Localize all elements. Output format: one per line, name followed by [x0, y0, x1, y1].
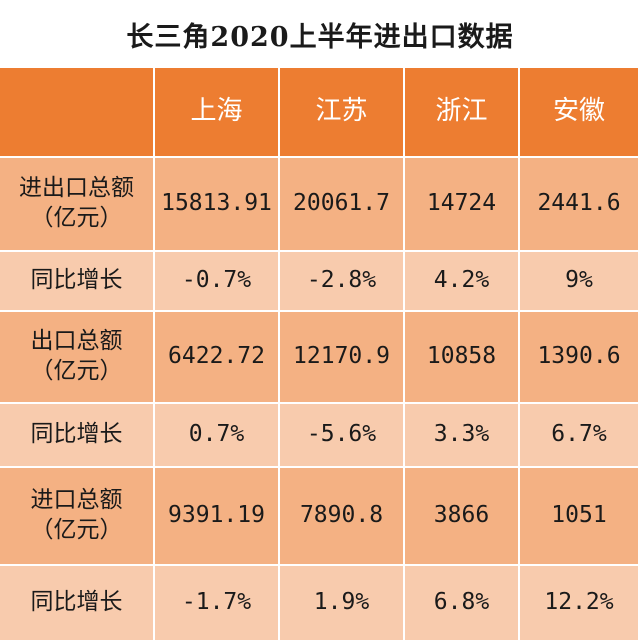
row-label: 进口总额 （亿元）: [0, 468, 155, 566]
table-cell: -1.7%: [155, 566, 280, 642]
table-cell: -5.6%: [280, 404, 405, 468]
table-cell: 12.2%: [520, 566, 640, 642]
row-label: 同比增长: [0, 404, 155, 468]
row-label: 同比增长: [0, 566, 155, 642]
table-cell: 7890.8: [280, 468, 405, 566]
table-cell: 9%: [520, 252, 640, 312]
table-title: 长三角2020上半年进出口数据: [126, 21, 514, 53]
table-cell: 15813.91: [155, 158, 280, 252]
row-label: 进出口总额 （亿元）: [0, 158, 155, 252]
table-cell: 1.9%: [280, 566, 405, 642]
table-cell: 9391.19: [155, 468, 280, 566]
table-cell: 3.3%: [405, 404, 520, 468]
column-header: 江苏: [280, 68, 405, 158]
table-cell: 14724: [405, 158, 520, 252]
column-header: 浙江: [405, 68, 520, 158]
table-cell: 0.7%: [155, 404, 280, 468]
table-cell: 6.8%: [405, 566, 520, 642]
row-label: 同比增长: [0, 252, 155, 312]
table-cell: 6422.72: [155, 312, 280, 404]
table-cell: 20061.7: [280, 158, 405, 252]
table-cell: -0.7%: [155, 252, 280, 312]
column-header: 上海: [155, 68, 280, 158]
row-label: 出口总额 （亿元）: [0, 312, 155, 404]
table-cell: 12170.9: [280, 312, 405, 404]
table-cell: 1051: [520, 468, 640, 566]
table-cell: 6.7%: [520, 404, 640, 468]
data-table: 上海 江苏 浙江 安徽进出口总额 （亿元） 15813.91 20061.7 14724 244…: [0, 68, 640, 642]
table-cell: 3866: [405, 468, 520, 566]
table-cell: 4.2%: [405, 252, 520, 312]
column-header: 安徽: [520, 68, 640, 158]
table-cell: 1390.6: [520, 312, 640, 404]
table-cell: 2441.6: [520, 158, 640, 252]
header-corner-cell: [0, 68, 155, 158]
table-cell: 10858: [405, 312, 520, 404]
table-cell: -2.8%: [280, 252, 405, 312]
